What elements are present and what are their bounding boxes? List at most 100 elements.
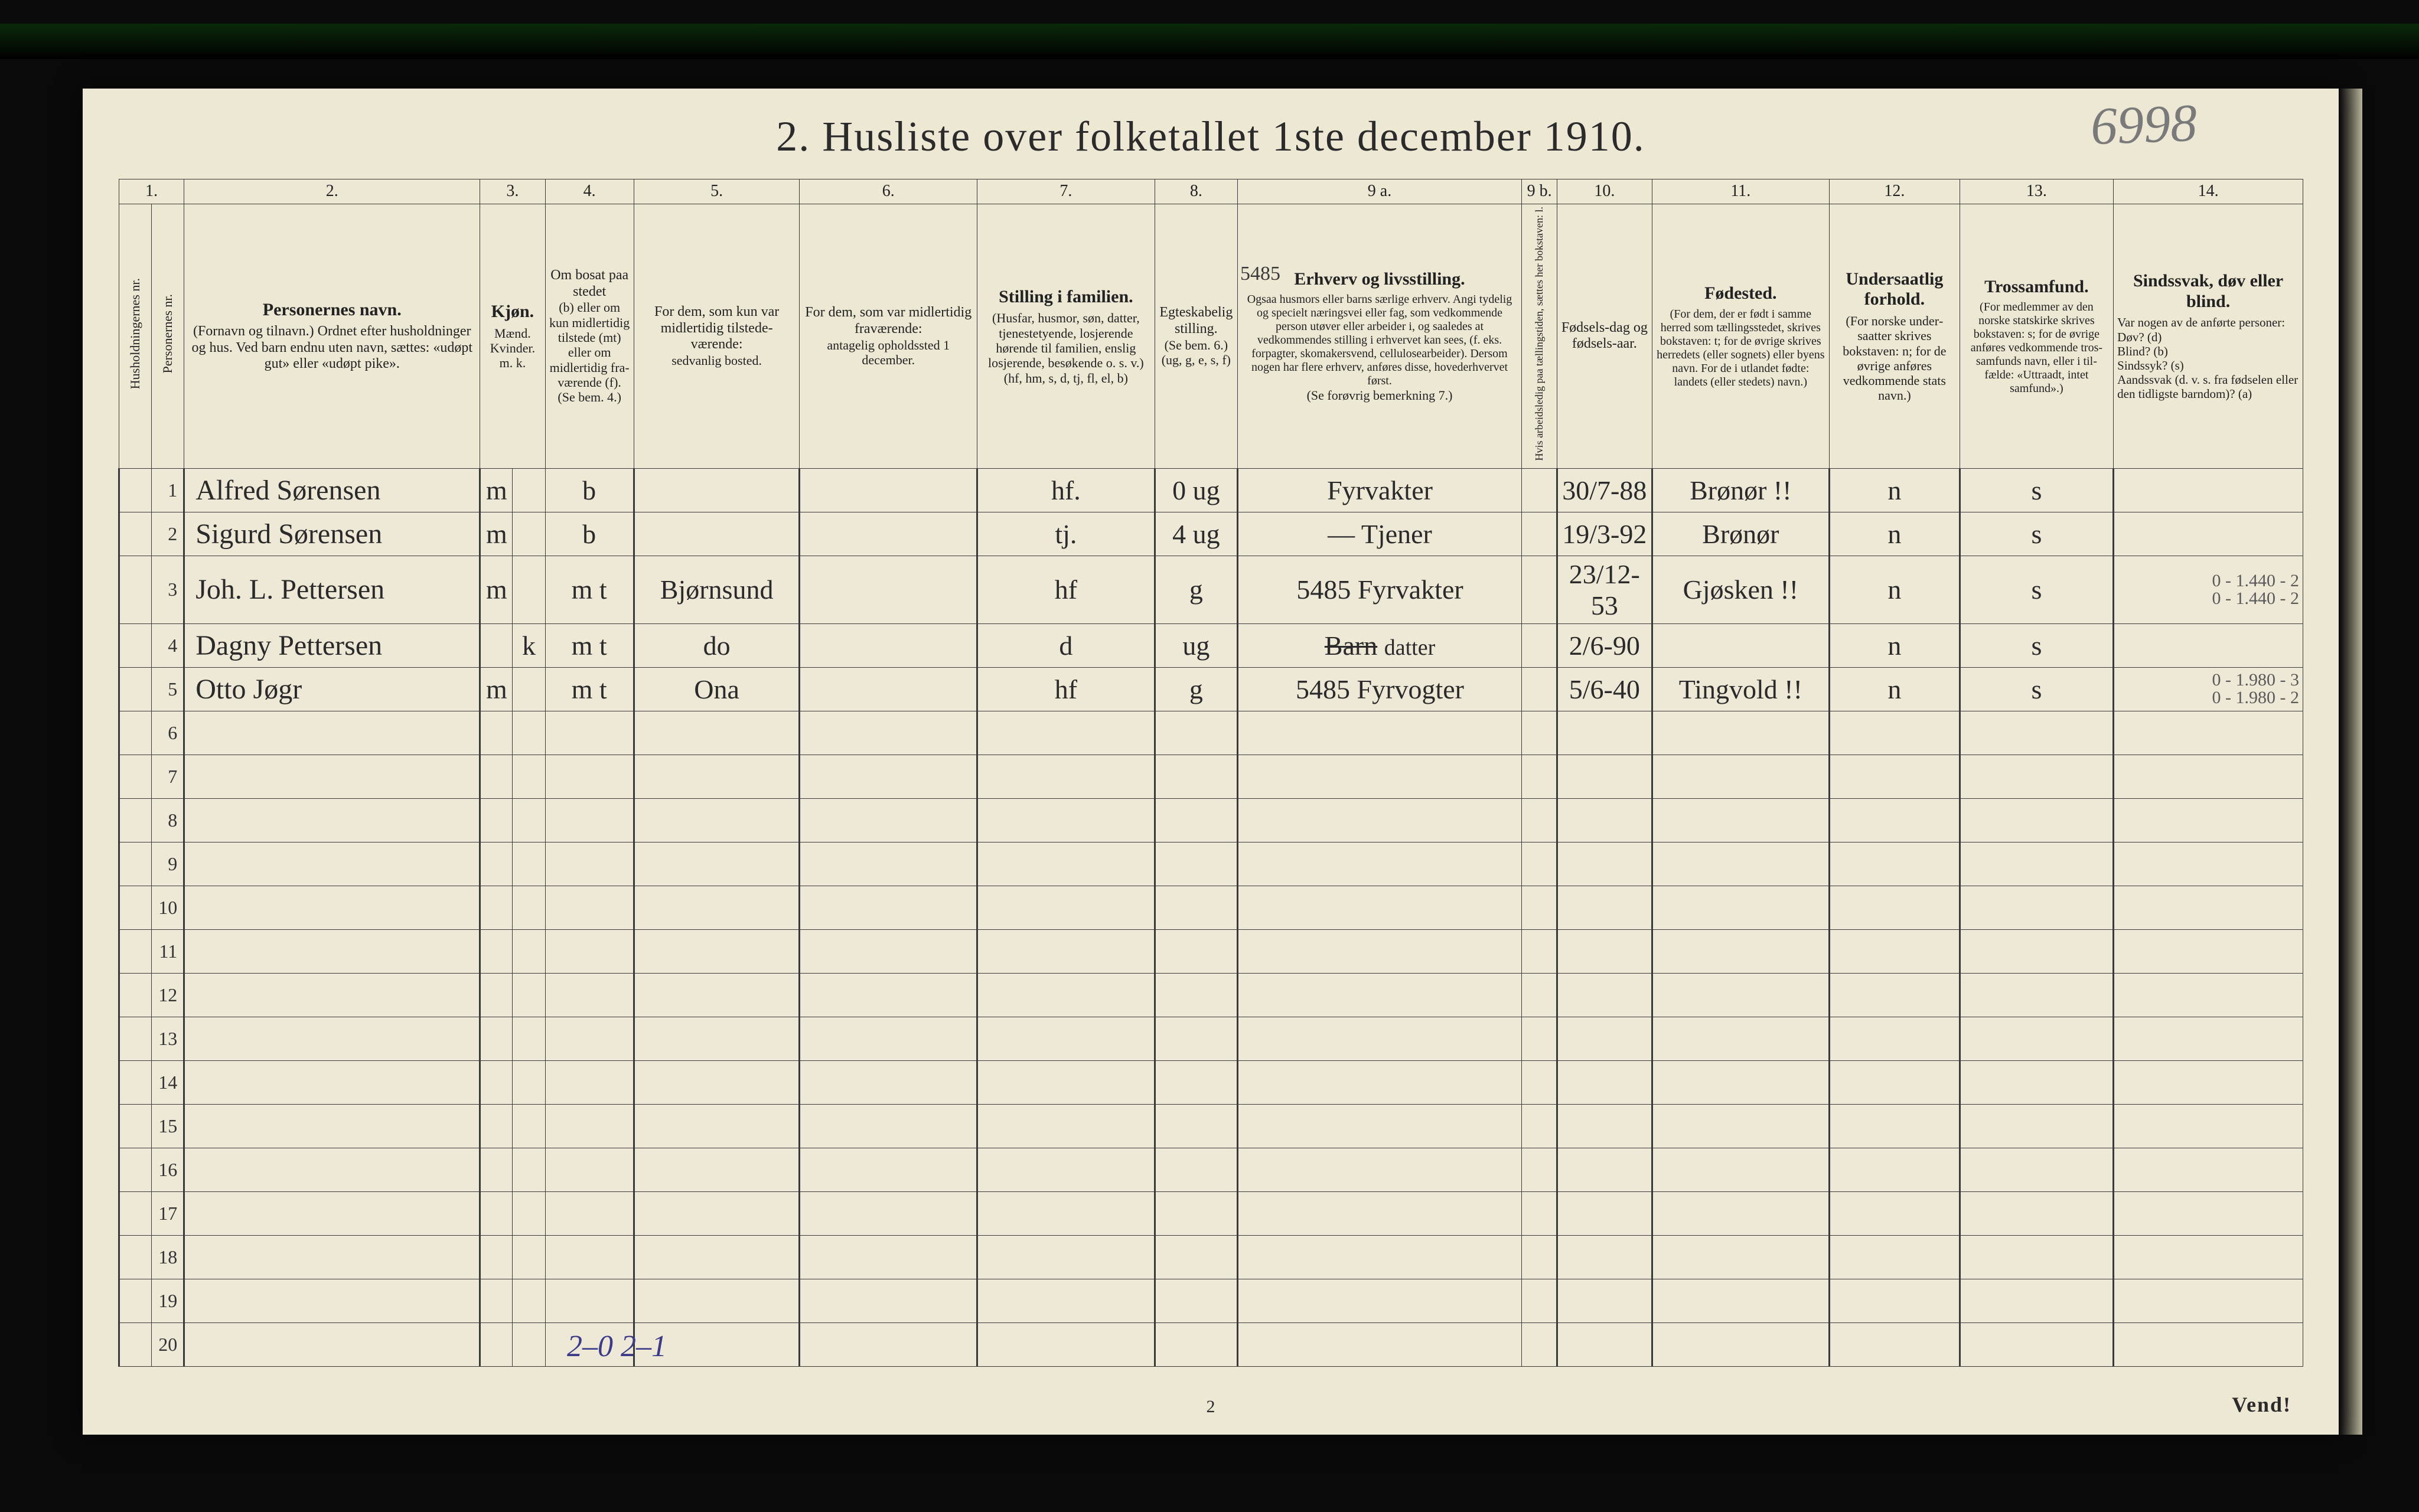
empty-cell	[1155, 1191, 1237, 1235]
empty-cell	[480, 1104, 513, 1148]
cell-sex-k: k	[513, 623, 545, 667]
cell-family-position: tj.	[977, 512, 1155, 556]
empty-cell	[1522, 755, 1557, 798]
cell-usual-home	[634, 468, 800, 512]
hdr-birthplace: Fødested. (For dem, der er født i samme …	[1652, 204, 1830, 469]
column-header-row: Husholdningernes nr. Personernes nr. Per…	[119, 204, 2303, 469]
empty-cell	[1960, 1104, 2114, 1148]
cell-birthplace	[1652, 623, 1830, 667]
empty-cell	[119, 711, 152, 755]
empty-cell	[1155, 1060, 1237, 1104]
empty-cell	[1155, 1148, 1237, 1191]
hdr-disability-title: Sindssvak, døv eller blind.	[2117, 271, 2299, 312]
empty-cell	[1557, 1191, 1652, 1235]
empty-cell	[1960, 755, 2114, 798]
cell-occupation: 5485 Fyrvakter	[1238, 556, 1522, 623]
table-row: 8	[119, 798, 2303, 842]
empty-cell	[634, 1060, 800, 1104]
table-header: 1. 2. 3. 4. 5. 6. 7. 8. 9 a. 9 b. 10. 11…	[119, 179, 2303, 469]
colnum-5: 5.	[634, 179, 800, 204]
empty-cell	[977, 798, 1155, 842]
hdr-occupation-small: (Se forøvrig bemerkning 7.)	[1241, 388, 1518, 403]
empty-cell	[1830, 798, 1960, 842]
empty-cell	[1238, 886, 1522, 929]
hdr-residence-sub: (b) eller om kun midler­tidig tilstede (…	[549, 300, 630, 390]
cell-unemployed	[1522, 556, 1557, 623]
hdr-family-position-sub: (Husfar, husmor, søn, datter, tjenestety…	[981, 311, 1151, 370]
empty-cell	[513, 842, 545, 886]
cell-unemployed	[1522, 667, 1557, 711]
empty-cell	[800, 1060, 977, 1104]
empty-cell	[1238, 1235, 1522, 1279]
empty-cell	[977, 929, 1155, 973]
empty-cell: 17	[152, 1191, 184, 1235]
page-title: 2. Husliste over folketallet 1ste decemb…	[776, 113, 1645, 160]
empty-cell	[2114, 1104, 2303, 1148]
empty-cell	[1155, 755, 1237, 798]
document-page: 2. Husliste over folketallet 1ste decemb…	[83, 89, 2339, 1435]
cell-disability: 0 - 1.980 - 30 - 1.980 - 2	[2114, 667, 2303, 711]
empty-cell	[634, 1235, 800, 1279]
empty-cell	[1522, 798, 1557, 842]
cell-sex-k	[513, 512, 545, 556]
cell-unemployed	[1522, 512, 1557, 556]
cell-marital: 4 ug	[1155, 512, 1237, 556]
empty-cell	[545, 842, 634, 886]
empty-cell	[480, 798, 513, 842]
empty-cell	[1652, 886, 1830, 929]
empty-cell	[1155, 1279, 1237, 1322]
empty-cell: 6	[152, 711, 184, 755]
empty-cell	[480, 1017, 513, 1060]
cell-occupation: Fyrvakter	[1238, 468, 1522, 512]
empty-cell	[1557, 1279, 1652, 1322]
empty-cell	[545, 886, 634, 929]
empty-cell: 18	[152, 1235, 184, 1279]
empty-cell	[1522, 886, 1557, 929]
empty-cell	[1522, 711, 1557, 755]
cell-usual-home	[634, 512, 800, 556]
hdr-birthdate: Fødsels-dag og fødsels-aar.	[1557, 204, 1652, 469]
empty-cell	[1155, 1235, 1237, 1279]
hdr-name-sub: (Fornavn og tilnavn.) Ordnet efter husho…	[188, 324, 476, 373]
empty-cell	[1238, 755, 1522, 798]
cell-whereabouts	[800, 512, 977, 556]
colnum-11: 11.	[1652, 179, 1830, 204]
empty-cell	[513, 1104, 545, 1148]
empty-cell	[977, 842, 1155, 886]
empty-cell	[1238, 1279, 1522, 1322]
empty-cell	[1652, 798, 1830, 842]
empty-cell	[1557, 842, 1652, 886]
cell-birthdate: 23/12-53	[1557, 556, 1652, 623]
scan-top-strip	[0, 24, 2419, 59]
empty-cell	[1155, 1017, 1237, 1060]
empty-cell	[800, 1279, 977, 1322]
empty-cell	[800, 755, 977, 798]
cell-whereabouts	[800, 556, 977, 623]
empty-cell	[634, 842, 800, 886]
empty-cell	[1557, 886, 1652, 929]
hdr-religion: Trossamfund. (For medlemmer av den norsk…	[1960, 204, 2114, 469]
cell-religion: s	[1960, 468, 2114, 512]
empty-cell	[1652, 1191, 1830, 1235]
hdr-family-position-small: (hf, hm, s, d, tj, fl, el, b)	[981, 371, 1151, 386]
empty-cell	[119, 1148, 152, 1191]
empty-cell	[800, 711, 977, 755]
cell-occupation: Barn datter	[1238, 623, 1522, 667]
empty-cell	[2114, 929, 2303, 973]
empty-cell	[1238, 1322, 1522, 1366]
empty-cell	[545, 755, 634, 798]
empty-cell	[545, 1279, 634, 1322]
empty-cell	[1830, 1148, 1960, 1191]
cell-sex-m	[480, 623, 513, 667]
empty-cell: 12	[152, 973, 184, 1017]
empty-cell	[513, 1060, 545, 1104]
table-row: 7	[119, 755, 2303, 798]
empty-cell: 9	[152, 842, 184, 886]
empty-cell	[480, 842, 513, 886]
cell-household-nr	[119, 556, 152, 623]
empty-cell	[1652, 1235, 1830, 1279]
cell-birthplace: Brønør !!	[1652, 468, 1830, 512]
empty-cell	[1557, 1060, 1652, 1104]
empty-cell	[119, 1017, 152, 1060]
empty-cell	[1652, 842, 1830, 886]
